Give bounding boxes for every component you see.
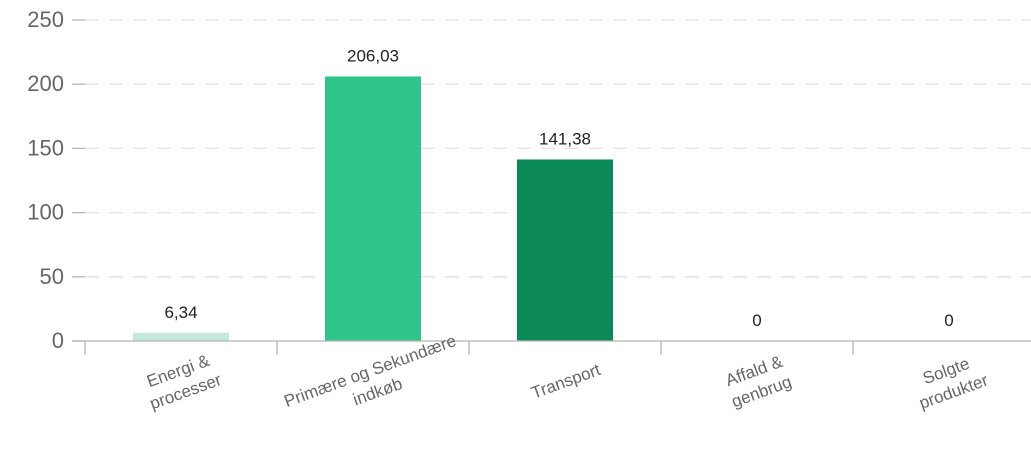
x-category-label: Primære og Sekundæreindkøb	[282, 331, 467, 432]
y-tick-label: 250	[27, 7, 64, 32]
x-axis-category-labels: Energi &processer Primære og Sekundæreind…	[140, 331, 991, 432]
bar-value-label: 6,34	[164, 303, 197, 322]
bar[interactable]	[325, 76, 421, 341]
x-category-label: Transport	[529, 360, 604, 403]
x-category-label: Solgteprodukter	[909, 350, 991, 413]
x-category-label: Affald &genbrug	[722, 351, 795, 411]
bars	[133, 76, 613, 341]
bar-value-label: 141,38	[539, 129, 591, 148]
bar-value-label: 0	[944, 311, 953, 330]
bar[interactable]	[133, 332, 229, 341]
x-axis	[72, 340, 1031, 355]
y-tick-label: 150	[27, 135, 64, 160]
gridlines	[85, 19, 1031, 278]
y-tick-label: 50	[40, 264, 64, 289]
y-tick-label: 100	[27, 200, 64, 225]
bar[interactable]	[517, 159, 613, 341]
y-axis-ticks: 0 50 100 150 200 250	[27, 7, 85, 353]
y-tick-label: 0	[52, 328, 64, 353]
value-labels: 6,34 206,03 141,38 0 0	[164, 46, 953, 330]
bar-value-label: 0	[752, 311, 761, 330]
bar-value-label: 206,03	[347, 46, 399, 65]
x-category-label: Energi &processer	[140, 349, 224, 413]
y-tick-label: 200	[27, 71, 64, 96]
